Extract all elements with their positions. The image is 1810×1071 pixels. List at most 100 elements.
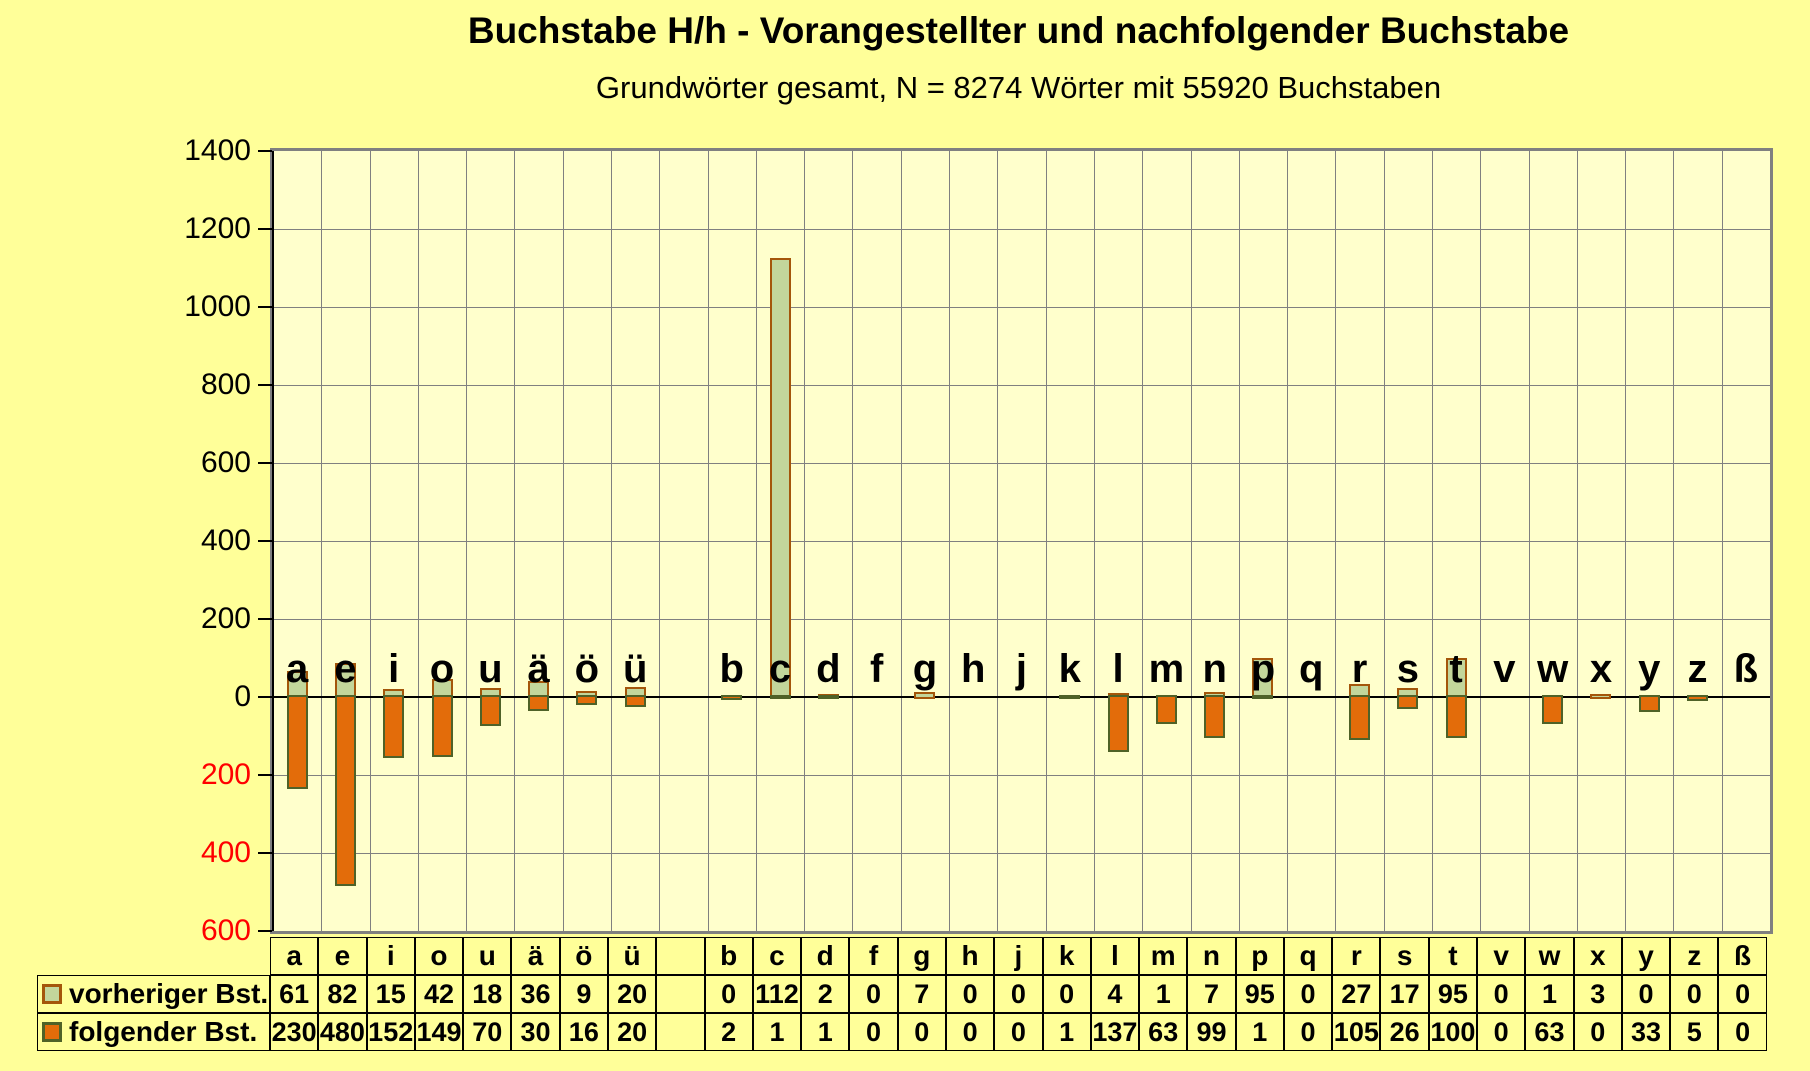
vertical-gridline — [1480, 151, 1482, 931]
plot-area: 1400 1200 1000 800 600 400 200 0 200 400 600 a e i o u ä… — [184, 135, 1773, 947]
vertical-gridline — [1045, 151, 1047, 931]
table-header-cell: l — [1090, 937, 1140, 975]
category-letter: u — [478, 647, 503, 691]
category-letter: p — [1250, 647, 1276, 691]
table-header-cell: x — [1573, 937, 1622, 975]
category-letter: ü — [622, 647, 648, 691]
table-value-cell: 16 — [559, 1013, 608, 1051]
table-header-cell: ö — [559, 937, 608, 975]
category-letter: r — [1351, 647, 1368, 691]
category-letter: d — [816, 647, 841, 691]
data-table: a e i o u ä ö ü b c d f g h j k l m n p q r s t v w x y z ß vorheriger… — [37, 937, 1767, 1051]
category-letter: v — [1493, 647, 1516, 691]
table-value-cell: 61 — [270, 975, 319, 1013]
bar-folgender — [1107, 695, 1129, 753]
vertical-gridline — [611, 151, 613, 931]
y-axis-label: 600 — [200, 914, 251, 947]
table-value-cell: 15 — [366, 975, 415, 1013]
vertical-gridline — [514, 151, 516, 931]
vertical-gridline — [804, 151, 806, 931]
vertical-gridline — [369, 151, 371, 931]
table-value-cell: 18 — [463, 975, 512, 1013]
vertical-gridline — [1625, 151, 1627, 931]
table-header-cell: ä — [511, 937, 560, 975]
bar-folgender — [817, 695, 839, 700]
category-letter: ö — [574, 647, 600, 691]
table-value-cell: 0 — [945, 1013, 995, 1051]
bar-folgender — [721, 695, 743, 700]
table-value-cell: 0 — [1573, 1013, 1622, 1051]
table-value-cell: 99 — [1187, 1013, 1236, 1051]
table-value-cell: 20 — [607, 975, 657, 1013]
table-header-cell: q — [1283, 937, 1333, 975]
category-letter: c — [768, 647, 792, 691]
table-value-cell: 3 — [1573, 975, 1622, 1013]
table-value-cell: 2 — [704, 1013, 753, 1051]
table-header-cell: k — [1042, 937, 1091, 975]
y-axis-label: 200 — [200, 602, 251, 635]
bar-folgender — [383, 695, 405, 759]
table-header-cell: j — [994, 937, 1043, 975]
table-value-cell: 63 — [1139, 1013, 1188, 1051]
vertical-gridline — [1238, 151, 1240, 931]
category-letter: w — [1537, 647, 1569, 691]
vertical-gridline — [1287, 151, 1289, 931]
vertical-gridline — [900, 151, 902, 931]
table-header-cell: a — [270, 937, 319, 975]
table-header-cell: p — [1235, 937, 1284, 975]
bar-folgender — [1687, 695, 1709, 701]
table-value-cell: 0 — [1670, 975, 1719, 1013]
vertical-gridline — [1190, 151, 1192, 931]
y-axis-tick — [258, 618, 272, 620]
bar-folgender — [431, 695, 453, 758]
horizontal-gridline — [273, 775, 1770, 776]
y-axis-label: 0 — [234, 680, 251, 713]
category-letter: j — [1015, 647, 1028, 691]
table-value-cell: 0 — [1718, 1013, 1767, 1051]
vertical-gridline — [1335, 151, 1337, 931]
bar-folgender — [1397, 695, 1419, 710]
table-value-cell: 42 — [414, 975, 464, 1013]
category-letter: f — [869, 647, 884, 691]
table-value-cell: 0 — [1477, 1013, 1526, 1051]
table-header-cell: ü — [607, 937, 657, 975]
table-header-cell: v — [1477, 937, 1526, 975]
table-value-cell: 1 — [1139, 975, 1188, 1013]
category-letter: z — [1687, 647, 1708, 691]
table-value-cell: 20 — [607, 1013, 657, 1051]
vertical-gridline — [755, 151, 757, 931]
category-letter: b — [719, 647, 744, 691]
table-value-cell: 0 — [849, 1013, 898, 1051]
table-header-cell: z — [1670, 937, 1719, 975]
zero-axis-line — [273, 696, 1770, 698]
table-header-cell: ß — [1718, 937, 1767, 975]
bar-folgender — [576, 695, 598, 706]
y-axis-tick — [258, 930, 272, 932]
table-header-cell: m — [1139, 937, 1188, 975]
table-value-cell: 1 — [1235, 1013, 1284, 1051]
table-value-cell: 36 — [511, 975, 560, 1013]
legend-label: folgender Bst. — [69, 1016, 258, 1047]
horizontal-gridline — [273, 229, 1770, 230]
table-header-cell: i — [366, 937, 415, 975]
vertical-gridline — [659, 151, 661, 931]
value-axis-line — [272, 151, 274, 931]
table-header-cell: c — [752, 937, 802, 975]
table-corner-spacer — [37, 937, 270, 975]
table-header-cell: r — [1332, 937, 1381, 975]
chart-subtitle: Grundwörter gesamt, N = 8274 Wörter mit … — [595, 70, 1442, 105]
table-value-cell: 0 — [1042, 975, 1091, 1013]
table-value-cell: 1 — [801, 1013, 850, 1051]
table-value-cell: 7 — [897, 975, 946, 1013]
category-letter: l — [1112, 647, 1124, 691]
table-header-cell: w — [1525, 937, 1574, 975]
vertical-gridline — [417, 151, 419, 931]
table-value-cell: 0 — [1621, 975, 1671, 1013]
bar-vorheriger — [1590, 693, 1612, 699]
table-value-cell: 480 — [318, 1013, 367, 1051]
vertical-gridline — [1673, 151, 1675, 931]
vertical-gridline — [562, 151, 564, 931]
table-value-cell: 82 — [318, 975, 367, 1013]
bar-folgender — [1445, 695, 1467, 738]
table-value-cell: 27 — [1332, 975, 1381, 1013]
